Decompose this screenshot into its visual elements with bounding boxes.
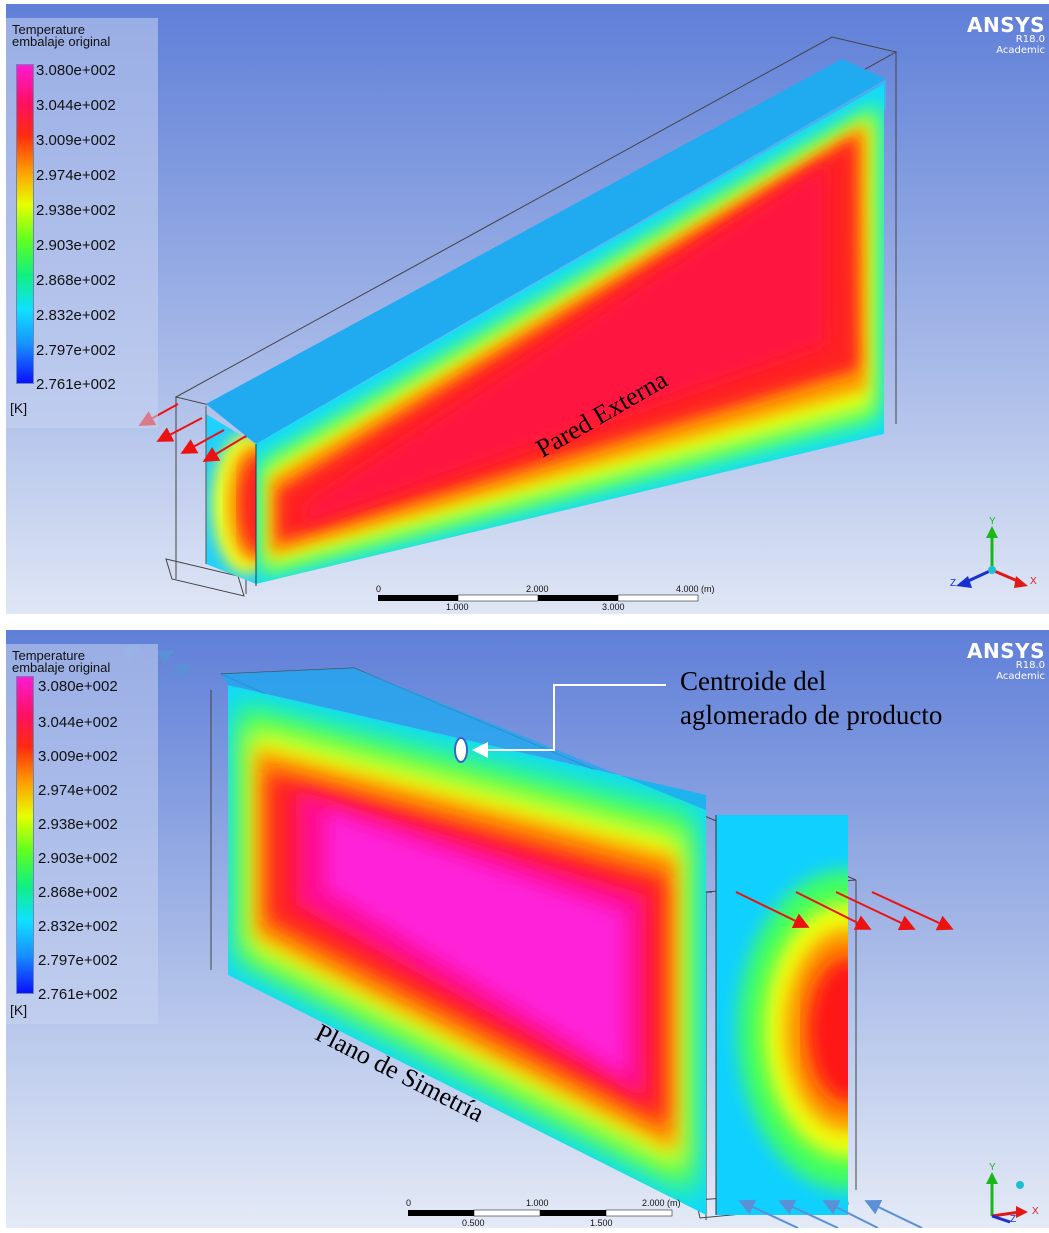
- bottom-end-face: [716, 815, 848, 1215]
- legend-label: 2.761e+002: [38, 986, 118, 1003]
- legend-unit: [K]: [10, 1002, 28, 1018]
- bottom-heat-arrows: [735, 891, 954, 931]
- legend-label: 2.903e+002: [36, 237, 116, 254]
- scale-tick: 0: [406, 1198, 412, 1208]
- legend-label: 2.868e+002: [38, 884, 118, 901]
- centroid-leader-line: [472, 684, 666, 758]
- scale-tick: 2.000: [526, 584, 549, 594]
- axis-z-label: Z: [1010, 1214, 1017, 1225]
- legend-label: 2.761e+002: [36, 376, 116, 393]
- legend-label: 2.832e+002: [38, 918, 118, 935]
- axis-y-label: Y: [989, 516, 996, 527]
- axis-y-label: Y: [989, 1162, 996, 1173]
- scale-tick: 2.000 (m): [642, 1198, 681, 1208]
- legend-label: 3.080e+002: [38, 678, 118, 695]
- axis-x-label: X: [1032, 1206, 1039, 1217]
- bottom-3d-view: [6, 630, 1049, 1228]
- scale-tick: 0: [376, 584, 382, 594]
- top-scale-bar: [378, 594, 699, 602]
- legend-label: 2.797e+002: [36, 342, 116, 359]
- centroid-callout: Centroide del aglomerado de producto: [680, 666, 943, 730]
- legend-label: 2.938e+002: [38, 816, 118, 833]
- bottom-symmetry-face: [228, 685, 706, 1215]
- top-axis-triad: [956, 526, 1028, 588]
- legend-title: Temperature embalaje original: [12, 22, 111, 49]
- scale-tick: 1.500: [590, 1218, 613, 1228]
- centroid-marker: [454, 737, 468, 763]
- scale-tick: 1.000: [526, 1198, 549, 1208]
- legend-color-bar: [16, 676, 34, 994]
- bottom-panel: Temperature embalaje original 3.080e+002…: [6, 630, 1049, 1228]
- top-3d-view: [6, 4, 1049, 614]
- legend-label: 2.797e+002: [38, 952, 118, 969]
- axis-z-label: Z: [950, 578, 957, 589]
- bottom-scale-bar: [408, 1209, 673, 1217]
- legend-label: 3.080e+002: [36, 62, 116, 79]
- legend-label: 2.903e+002: [38, 850, 118, 867]
- axis-x-label: X: [1030, 576, 1037, 587]
- scale-tick: 1.000: [446, 602, 469, 612]
- legend-unit: [K]: [10, 400, 28, 416]
- legend-label: 2.974e+002: [36, 167, 116, 184]
- legend-title: Temperature embalaje original: [12, 648, 111, 675]
- scale-tick: 3.000: [602, 602, 625, 612]
- ansys-logo: ANSYS R18.0 Academic: [966, 13, 1045, 56]
- legend-label: 3.044e+002: [36, 97, 116, 114]
- legend-label: 3.044e+002: [38, 714, 118, 731]
- top-slab-end-face: [206, 414, 256, 584]
- top-panel: Temperature embalaje original 3.080e+002…: [6, 4, 1049, 614]
- top-heat-arrows: [138, 403, 247, 463]
- legend-label: 2.974e+002: [38, 782, 118, 799]
- scale-tick: 0.500: [462, 1218, 485, 1228]
- scale-tick: 4.000 (m): [676, 584, 715, 594]
- bottom-axis-triad: [986, 1172, 1028, 1224]
- legend-label: 2.832e+002: [36, 307, 116, 324]
- legend-label: 2.868e+002: [36, 272, 116, 289]
- ansys-logo: ANSYS R18.0 Academic: [966, 639, 1045, 682]
- top-slab-upper-face: [206, 59, 886, 444]
- top-slab-front-face: [256, 84, 884, 584]
- legend-label: 3.009e+002: [38, 748, 118, 765]
- legend-label: 2.938e+002: [36, 202, 116, 219]
- legend-label: 3.009e+002: [36, 132, 116, 149]
- legend-color-bar: [16, 64, 34, 384]
